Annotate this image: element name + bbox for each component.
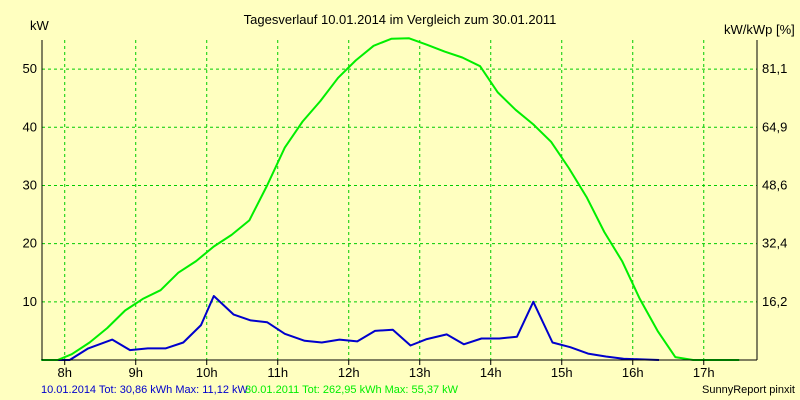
x-tick-label-7: 15h xyxy=(551,365,573,380)
y-axis-label-right: kW/kWp [%] xyxy=(724,22,795,37)
y-tick-label-left-0: 10 xyxy=(23,294,37,309)
grid xyxy=(42,40,757,360)
series-line-0 xyxy=(41,295,660,361)
y-tick-label-left-4: 50 xyxy=(23,61,37,76)
y-tick-label-left-2: 30 xyxy=(23,177,37,192)
chart-title: Tagesverlauf 10.01.2014 im Vergleich zum… xyxy=(244,12,557,27)
tick-labels: 8h 9h 10h 11h 12h 13h 14h 15h 16h 17h 10 16,2 20 32,4… xyxy=(23,61,788,380)
legend-entry-2014: 10.01.2014 Tot: 30,86 kWh Max: 11,12 kW xyxy=(41,384,248,396)
x-tick-label-1: 9h xyxy=(128,365,142,380)
y-axis-label-left: kW xyxy=(30,18,50,33)
x-tick-label-2: 10h xyxy=(196,365,218,380)
legend-entry-2011: 30.01.2011 Tot: 262,95 kWh Max: 55,37 kW xyxy=(245,384,459,396)
y-tick-label-right-2: 48,6 xyxy=(762,177,787,192)
y-tick-label-right-1: 32,4 xyxy=(762,236,787,251)
y-tick-label-right-0: 16,2 xyxy=(762,294,787,309)
y-tick-label-right-3: 64,9 xyxy=(762,119,787,134)
y-tick-label-right-4: 81,1 xyxy=(762,61,787,76)
series-lines xyxy=(41,37,740,361)
y-tick-label-left-3: 40 xyxy=(23,119,37,134)
x-tick-label-8: 16h xyxy=(622,365,644,380)
x-tick-label-9: 17h xyxy=(693,365,715,380)
y-tick-label-left-1: 20 xyxy=(23,236,37,251)
series-line-1 xyxy=(41,37,740,361)
x-tick-label-6: 14h xyxy=(480,365,502,380)
x-tick-label-3: 11h xyxy=(267,365,288,380)
x-tick-label-4: 12h xyxy=(338,365,360,380)
x-tick-label-0: 8h xyxy=(57,365,71,380)
x-tick-label-5: 13h xyxy=(409,365,431,380)
credit-text: SunnyReport pinxit xyxy=(702,384,795,396)
axes xyxy=(41,40,758,365)
